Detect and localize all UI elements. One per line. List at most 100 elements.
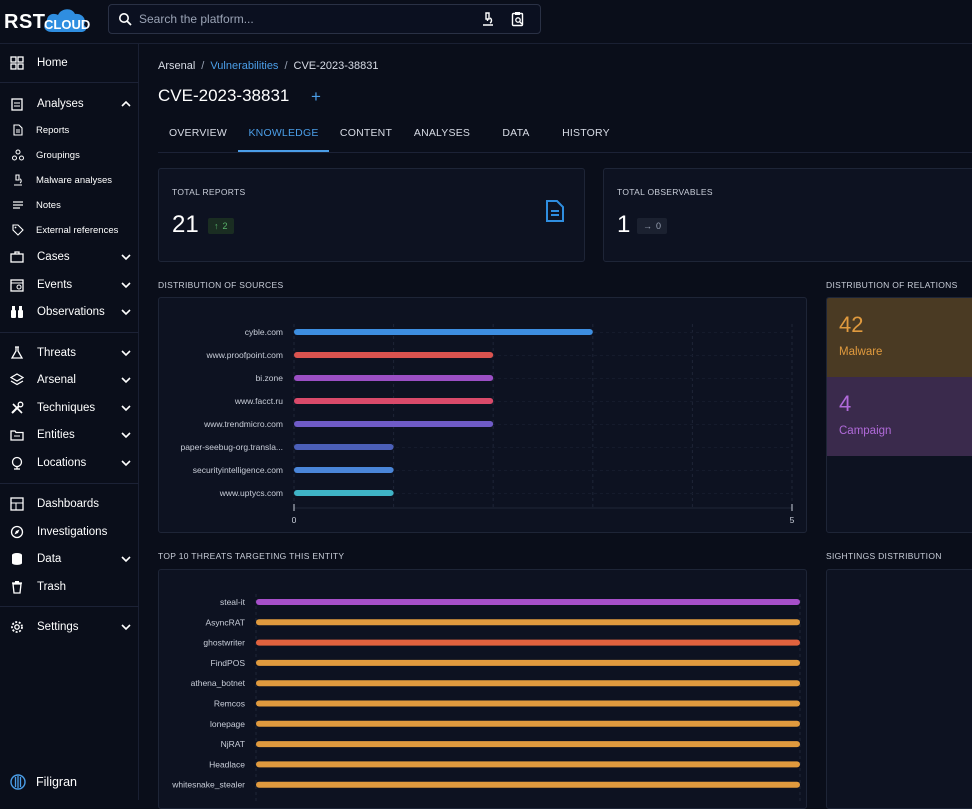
sidebar-item-arsenal[interactable]: Arsenal [0, 367, 139, 393]
sidebar-item-label: Investigations [37, 526, 108, 538]
bar [294, 421, 494, 427]
sidebar-item-label: Locations [37, 457, 87, 469]
sidebar-divider [0, 606, 139, 607]
notes-icon [13, 201, 23, 209]
tab-knowledge[interactable]: KNOWLEDGE [238, 122, 329, 152]
sidebar-item-locations[interactable]: Locations [0, 450, 139, 476]
sidebar-item-data[interactable]: Data [0, 546, 139, 572]
clipboard-search-icon[interactable] [510, 11, 526, 27]
search-input[interactable] [139, 9, 459, 29]
sidebar-item-techniques[interactable]: Techniques [0, 395, 139, 421]
sidebar-subitem-external-references[interactable]: External references [0, 219, 139, 241]
bar [256, 619, 800, 626]
category-label: www.uptycs.com [219, 488, 283, 498]
sidebar-item-label: Malware analyses [36, 174, 113, 186]
globe-icon [11, 456, 23, 470]
tab-data[interactable]: DATA [502, 127, 530, 139]
total-observables-value: 1 [617, 211, 631, 238]
bar [256, 639, 800, 646]
sidebar-item-dashboards[interactable]: Dashboards [0, 491, 139, 517]
bar [294, 398, 494, 404]
sidebar-item-cases[interactable]: Cases [0, 244, 139, 270]
total-reports-value: 21 [172, 211, 199, 238]
category-label: AsyncRAT [205, 617, 245, 627]
relation-campaign-count: 4 [839, 391, 852, 416]
database-icon [12, 553, 22, 565]
sidebar-item-investigations[interactable]: Investigations [0, 519, 139, 545]
breadcrumb: Arsenal / Vulnerabilities / CVE-2023-38831 [158, 60, 379, 72]
category-label: Headlace [209, 759, 245, 769]
tick-label: 0 [292, 515, 297, 525]
sidebar-item-observations[interactable]: Observations [0, 299, 139, 325]
tab-analyses[interactable]: ANALYSES [413, 127, 471, 139]
cloud-icon [44, 9, 87, 32]
arrow-right-icon: → [643, 221, 652, 231]
sidebar-item-entities[interactable]: Entities [0, 422, 139, 448]
sidebar-item-label: Data [37, 553, 62, 565]
gear-icon [11, 621, 23, 633]
sidebar: Home Analyses Reports Groupings Malware … [0, 44, 139, 800]
relation-malware-label: Malware [839, 346, 883, 358]
sidebar-item-label: External references [36, 224, 119, 236]
filigran-icon [10, 774, 26, 790]
chevron-down-icon [121, 624, 131, 631]
relation-campaign-box[interactable]: 4 Campaign [827, 377, 972, 456]
sources-section-label: DISTRIBUTION OF SOURCES [158, 280, 284, 290]
binoculars-icon [11, 306, 23, 318]
bar [256, 599, 800, 605]
sidebar-item-threats[interactable]: Threats [0, 340, 139, 366]
category-label: ghostwriter [203, 638, 245, 648]
rst-cloud-logo[interactable]: RST CLOUD [4, 5, 90, 37]
sidebar-item-label: Events [37, 279, 73, 291]
breadcrumb-separator: / [201, 60, 205, 72]
tab-overview[interactable]: OVERVIEW [168, 127, 227, 139]
filigran-label: Filigran [36, 775, 77, 789]
category-label: athena_botnet [191, 678, 246, 688]
sidebar-subitem-malware-analyses[interactable]: Malware analyses [0, 169, 139, 191]
sidebar-item-settings[interactable]: Settings [0, 614, 139, 640]
compass-icon [10, 525, 24, 539]
category-label: www.trendmicro.com [203, 419, 283, 429]
sidebar-item-label: Threats [37, 347, 76, 359]
chevron-down-icon [121, 309, 131, 316]
relation-malware-box[interactable]: 42 Malware [827, 298, 972, 377]
groupings-icon [12, 149, 24, 161]
total-reports-card: TOTAL REPORTS 21 ↑ 2 [158, 168, 585, 262]
add-button[interactable]: + [311, 87, 321, 106]
total-observables-label: TOTAL OBSERVABLES [617, 187, 713, 197]
microscope-icon[interactable] [480, 11, 496, 27]
bar [256, 700, 800, 707]
sidebar-item-trash[interactable]: Trash [0, 574, 139, 600]
sidebar-item-events[interactable]: Events [0, 272, 139, 298]
tick-label: 5 [790, 515, 795, 525]
breadcrumb-vulnerabilities-link[interactable]: Vulnerabilities [210, 60, 279, 72]
clipboard-icon [11, 98, 23, 111]
tab-history[interactable]: HISTORY [562, 127, 610, 139]
main-content: Arsenal / Vulnerabilities / CVE-2023-38831 C… [140, 44, 972, 809]
arrow-up-icon: ↑ [214, 221, 219, 231]
sidebar-subitem-notes[interactable]: Notes [0, 194, 139, 216]
dashboard-icon [10, 56, 24, 70]
document-icon [13, 124, 23, 136]
search-bar[interactable] [108, 4, 541, 34]
briefcase-icon [10, 251, 24, 263]
sidebar-item-analyses[interactable]: Analyses [0, 91, 139, 117]
category-label: paper-seebug-org.transla... [180, 442, 283, 452]
sidebar-subitem-groupings[interactable]: Groupings [0, 144, 139, 166]
logo-text: RST [4, 11, 46, 33]
category-label: www.proofpoint.com [205, 350, 283, 360]
filigran-logo[interactable]: Filigran [10, 774, 77, 790]
threats-section-label: TOP 10 THREATS TARGETING THIS ENTITY [158, 551, 345, 561]
category-label: bi.zone [256, 373, 284, 383]
microscope-icon [14, 174, 22, 186]
folder-icon [10, 430, 24, 441]
sidebar-item-label: Dashboards [37, 498, 100, 510]
category-label: cyble.com [245, 327, 283, 337]
category-label: www.facct.ru [234, 396, 283, 406]
chevron-down-icon [121, 556, 131, 563]
sidebar-subitem-reports[interactable]: Reports [0, 119, 139, 141]
sidebar-item-home[interactable]: Home [0, 50, 139, 76]
observables-delta-badge: → 0 [637, 218, 668, 234]
tab-content[interactable]: CONTENT [339, 127, 393, 139]
tabs-divider [158, 152, 972, 153]
